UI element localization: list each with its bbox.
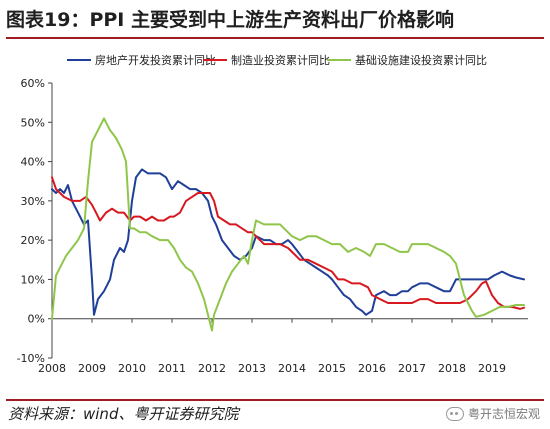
source-divider xyxy=(6,399,544,401)
y-tick-label: 0% xyxy=(28,313,45,326)
title-divider xyxy=(6,37,544,39)
x-tick-label: 2011 xyxy=(158,362,186,375)
x-tick-label: 2009 xyxy=(78,362,106,375)
y-tick-label: -10% xyxy=(17,352,45,365)
x-tick-label: 2010 xyxy=(118,362,146,375)
wechat-icon xyxy=(445,406,464,421)
line-chart: -10% 0% 10% 20% 30% 40% 50% 60% 2008 2009 2010 2011… xyxy=(17,53,528,375)
x-tick-label: 2019 xyxy=(478,362,506,375)
legend-label-3: 基础设施建设投资累计同比 xyxy=(355,53,487,67)
y-tick-label: 40% xyxy=(21,156,45,169)
x-tick-label: 2016 xyxy=(358,362,386,375)
y-tick-label: 20% xyxy=(21,234,45,247)
source-note: 资料来源：wind、粤开证券研究院 xyxy=(8,405,239,423)
x-tick-label: 2015 xyxy=(318,362,346,375)
y-tick-label: 50% xyxy=(21,116,45,129)
y-tick-label: 60% xyxy=(21,77,45,90)
legend-label-2: 制造业投资累计同比 xyxy=(231,53,330,67)
series-line-3 xyxy=(51,117,525,332)
figure-title: 图表19：PPI 主要受到中上游生产资料出厂价格影响 xyxy=(6,9,454,31)
series-line-2 xyxy=(51,176,525,310)
x-tick-label: 2012 xyxy=(198,362,226,375)
series-line-1 xyxy=(51,168,525,316)
x-tick-label: 2018 xyxy=(438,362,466,375)
x-tick-label: 2013 xyxy=(238,362,266,375)
watermark-label: 粤开志恒宏观 xyxy=(467,407,540,421)
legend-label-1: 房地产开发投资累计同比 xyxy=(95,53,216,67)
y-tick-label: 10% xyxy=(21,273,45,286)
watermark: 粤开志恒宏观 xyxy=(445,405,540,422)
x-tick-label: 2017 xyxy=(398,362,426,375)
x-tick-label: 2008 xyxy=(38,362,66,375)
chart-area: -10% 0% 10% 20% 30% 40% 50% 60% 2008 2009 2010 2011… xyxy=(0,40,550,396)
y-tick-label: 30% xyxy=(21,195,45,208)
x-tick-label: 2014 xyxy=(278,362,306,375)
